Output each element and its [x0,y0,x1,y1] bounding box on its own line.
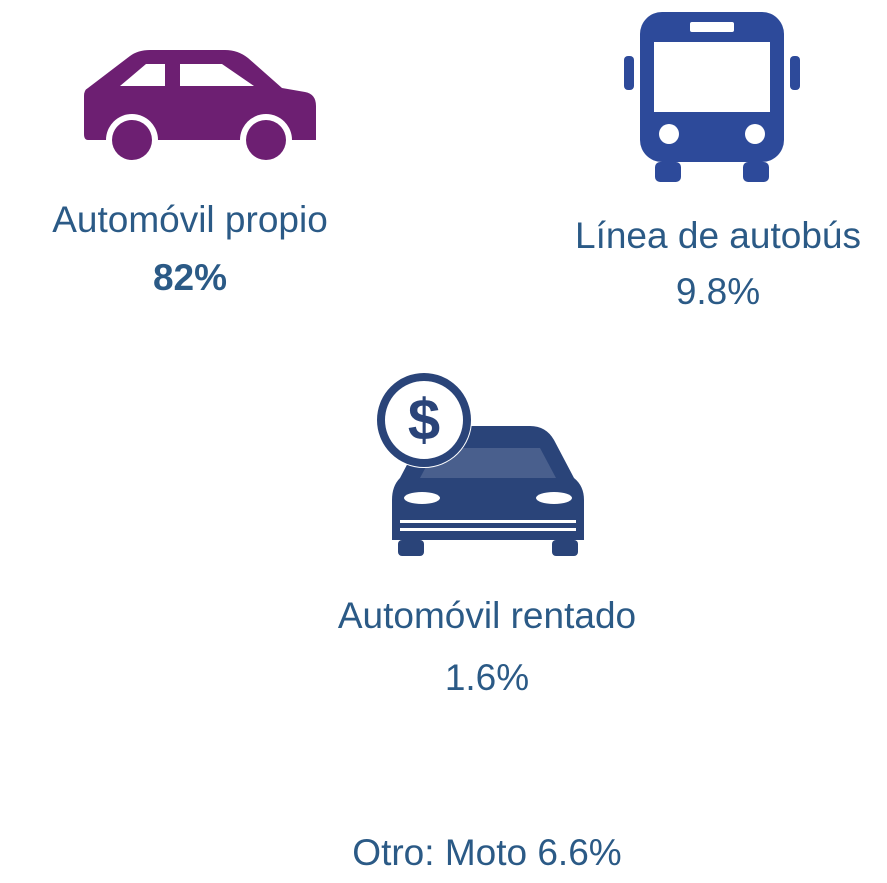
car-icon [84,50,316,166]
bus-icon [624,12,800,182]
item-value: 82% [153,257,227,298]
item-label: Automóvil propio [52,199,328,240]
other-note: Otro: Moto 6.6% [352,832,621,873]
item-label: Automóvil rentado [338,595,636,636]
rental-car-icon: $ [376,372,584,556]
item-label: Línea de autobús [575,215,861,256]
dollar-sign: $ [408,387,440,452]
item-value: 1.6% [445,657,529,698]
item-value: 9.8% [676,271,760,312]
